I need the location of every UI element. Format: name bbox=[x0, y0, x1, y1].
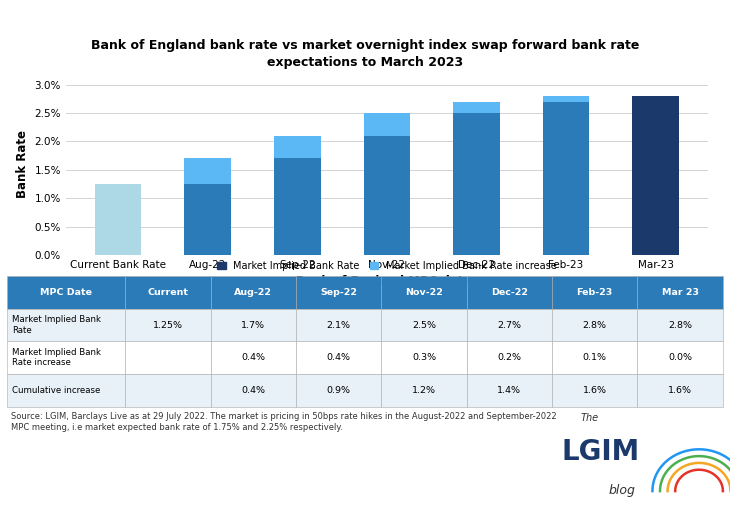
FancyBboxPatch shape bbox=[466, 309, 552, 341]
FancyBboxPatch shape bbox=[296, 374, 381, 407]
Text: Market Implied Bank
Rate increase: Market Implied Bank Rate increase bbox=[12, 348, 101, 367]
Text: MPC Date: MPC Date bbox=[40, 288, 92, 297]
FancyBboxPatch shape bbox=[7, 309, 126, 341]
Bar bbox=[453, 102, 500, 113]
FancyBboxPatch shape bbox=[296, 309, 381, 341]
FancyBboxPatch shape bbox=[381, 276, 466, 309]
Bar bbox=[185, 159, 231, 184]
Text: Market Implied Bank
Rate: Market Implied Bank Rate bbox=[12, 316, 101, 335]
Bar bbox=[453, 113, 500, 255]
X-axis label: Bank of England MPC dates: Bank of England MPC dates bbox=[296, 275, 478, 288]
Text: 0.2%: 0.2% bbox=[497, 353, 521, 362]
Text: ⬤  lgimblog.com: ⬤ lgimblog.com bbox=[496, 12, 585, 22]
FancyBboxPatch shape bbox=[211, 276, 296, 309]
FancyBboxPatch shape bbox=[7, 374, 126, 407]
FancyBboxPatch shape bbox=[552, 341, 637, 374]
Text: LGIM: LGIM bbox=[561, 438, 639, 466]
Text: 2.8%: 2.8% bbox=[583, 321, 607, 330]
Bar bbox=[542, 96, 589, 102]
Text: 2.1%: 2.1% bbox=[327, 321, 350, 330]
Text: 2.7%: 2.7% bbox=[497, 321, 521, 330]
FancyBboxPatch shape bbox=[466, 276, 552, 309]
Text: 🐦  @LGIM: 🐦 @LGIM bbox=[639, 12, 688, 22]
Text: Bank of England bank rate vs market overnight index swap forward bank rate
expec: Bank of England bank rate vs market over… bbox=[91, 39, 639, 69]
Text: 1.2%: 1.2% bbox=[412, 386, 436, 395]
FancyBboxPatch shape bbox=[637, 374, 723, 407]
Text: Source: LGIM, Barclays Live as at 29 July 2022. The market is pricing in 50bps r: Source: LGIM, Barclays Live as at 29 Jul… bbox=[11, 412, 556, 432]
Y-axis label: Bank Rate: Bank Rate bbox=[16, 130, 28, 198]
Text: 1.7%: 1.7% bbox=[242, 321, 265, 330]
FancyBboxPatch shape bbox=[552, 374, 637, 407]
Bar bbox=[274, 159, 320, 255]
FancyBboxPatch shape bbox=[381, 374, 466, 407]
Text: Current: Current bbox=[147, 288, 188, 297]
Text: 0.4%: 0.4% bbox=[242, 386, 265, 395]
FancyBboxPatch shape bbox=[381, 341, 466, 374]
Text: Feb-23: Feb-23 bbox=[577, 288, 612, 297]
Bar bbox=[542, 102, 589, 255]
FancyBboxPatch shape bbox=[637, 276, 723, 309]
Text: 1.25%: 1.25% bbox=[153, 321, 183, 330]
FancyBboxPatch shape bbox=[552, 309, 637, 341]
Text: Sep-22: Sep-22 bbox=[320, 288, 357, 297]
Text: 0.3%: 0.3% bbox=[412, 353, 436, 362]
Text: 2.5%: 2.5% bbox=[412, 321, 436, 330]
FancyBboxPatch shape bbox=[637, 309, 723, 341]
FancyBboxPatch shape bbox=[381, 309, 466, 341]
Legend: Market Implied Bank Rate, Market Implied Bank Rate increase: Market Implied Bank Rate, Market Implied… bbox=[213, 257, 561, 275]
Bar bbox=[95, 184, 142, 255]
FancyBboxPatch shape bbox=[7, 276, 126, 309]
FancyBboxPatch shape bbox=[126, 374, 211, 407]
FancyBboxPatch shape bbox=[211, 374, 296, 407]
Bar bbox=[632, 96, 679, 255]
Bar bbox=[185, 184, 231, 255]
Bar bbox=[364, 136, 410, 255]
Text: Cumulative increase: Cumulative increase bbox=[12, 386, 101, 395]
FancyBboxPatch shape bbox=[7, 341, 126, 374]
Bar bbox=[364, 113, 410, 136]
Bar bbox=[274, 136, 320, 159]
Text: Aug-22: Aug-22 bbox=[234, 288, 272, 297]
Text: Nov-22: Nov-22 bbox=[405, 288, 443, 297]
Text: 0.0%: 0.0% bbox=[668, 353, 692, 362]
Text: 1.4%: 1.4% bbox=[497, 386, 521, 395]
FancyBboxPatch shape bbox=[126, 276, 211, 309]
FancyBboxPatch shape bbox=[126, 309, 211, 341]
FancyBboxPatch shape bbox=[211, 341, 296, 374]
FancyBboxPatch shape bbox=[466, 341, 552, 374]
FancyBboxPatch shape bbox=[637, 341, 723, 374]
Text: 0.9%: 0.9% bbox=[327, 386, 350, 395]
Text: 1.6%: 1.6% bbox=[668, 386, 692, 395]
FancyBboxPatch shape bbox=[296, 341, 381, 374]
FancyBboxPatch shape bbox=[126, 341, 211, 374]
Text: 0.1%: 0.1% bbox=[583, 353, 607, 362]
Text: 0.4%: 0.4% bbox=[242, 353, 265, 362]
Text: 2.8%: 2.8% bbox=[668, 321, 692, 330]
Text: 0.4%: 0.4% bbox=[327, 353, 350, 362]
FancyBboxPatch shape bbox=[552, 276, 637, 309]
FancyBboxPatch shape bbox=[466, 374, 552, 407]
Text: blog: blog bbox=[608, 484, 635, 497]
Text: 1.6%: 1.6% bbox=[583, 386, 607, 395]
Text: Mar 23: Mar 23 bbox=[661, 288, 699, 297]
Text: Dec-22: Dec-22 bbox=[491, 288, 528, 297]
FancyBboxPatch shape bbox=[296, 276, 381, 309]
FancyBboxPatch shape bbox=[211, 309, 296, 341]
Text: The: The bbox=[581, 413, 599, 423]
